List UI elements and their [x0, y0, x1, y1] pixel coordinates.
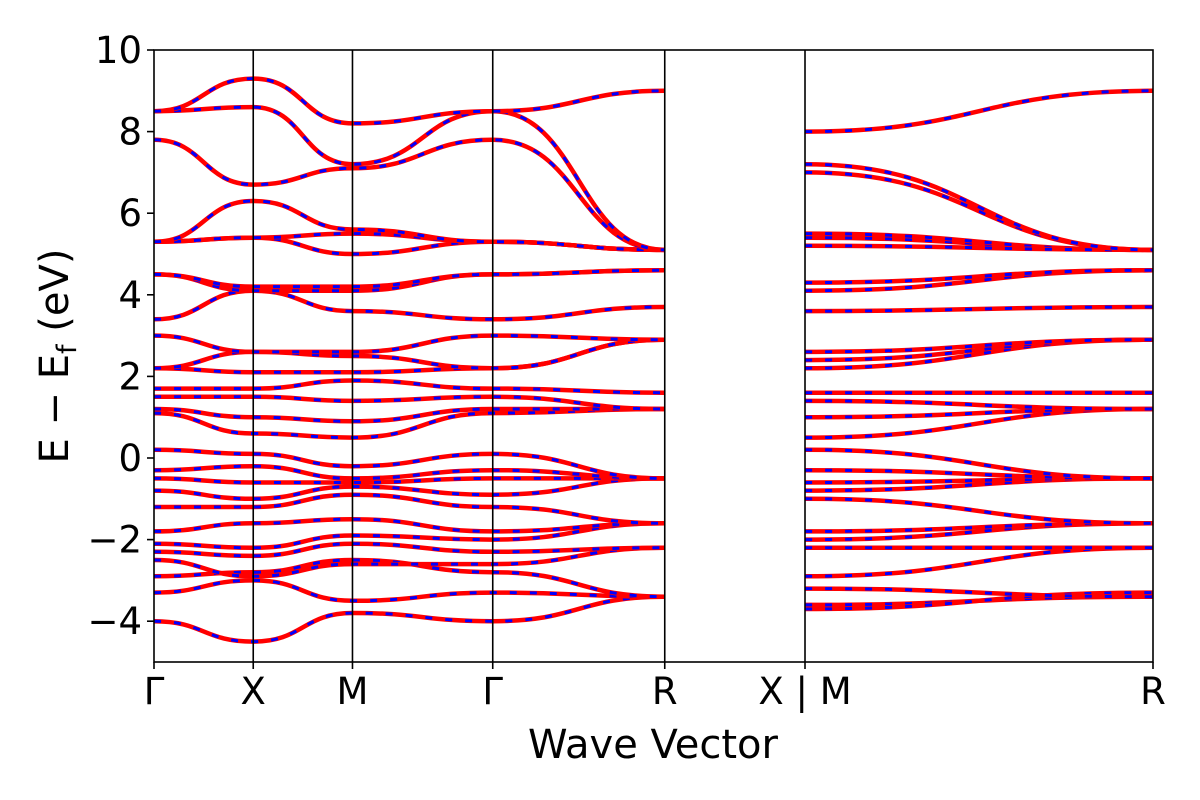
band-17-seg-1-dashed-line — [804, 338, 1153, 362]
y-tick-label-5: 6 — [118, 192, 142, 235]
band-25-seg-1-dashed-line — [804, 170, 1153, 252]
band-11-seg-1-dashed-line — [804, 448, 1153, 480]
y-tick-label-1: −2 — [87, 519, 142, 562]
y-axis-title-subscript: f — [52, 343, 83, 354]
y-axis-title-main: E − E — [32, 354, 78, 464]
band-27-seg-0-dashed-line — [154, 77, 665, 125]
y-tick-label-7: 10 — [95, 29, 142, 72]
x-axis-ticks: Γ X M Γ R X | M R — [144, 662, 1166, 713]
band-15-seg-0-dashed-line — [154, 378, 665, 395]
band-17-seg-0-line — [154, 337, 665, 371]
y-tick-label-2: 0 — [118, 437, 142, 480]
band-14-seg-0-dashed-line — [154, 395, 665, 411]
band-20-seg-1-dashed-line — [804, 268, 1153, 293]
band-18-seg-1-dashed-line — [804, 338, 1153, 354]
band-8-seg-1-dashed-line — [804, 476, 1153, 493]
band-6-seg-1-dashed-line — [804, 521, 1153, 533]
band-18-seg-0-line — [154, 333, 665, 355]
band-21-seg-0-line — [154, 268, 665, 289]
x-tick-label-1: X — [241, 670, 266, 713]
band-23-seg-1-dashed-line — [804, 232, 1153, 252]
plot-frame — [153, 49, 1154, 663]
band-3-seg-0-line — [154, 545, 665, 579]
band-8-seg-0-dashed-line — [154, 476, 665, 501]
band-23-seg-0-dashed-line — [154, 232, 665, 252]
band-0-seg-1-dashed-line — [804, 595, 1153, 607]
band-4-seg-0-dashed-line — [154, 542, 665, 558]
band-12-seg-0-dashed-line — [154, 407, 665, 440]
y-axis-title: E − Ef (eV) — [32, 249, 83, 464]
band-5-seg-1-dashed-line — [804, 521, 1153, 542]
band-16-seg-1-dashed-line — [804, 338, 1153, 370]
x-axis-title: Wave Vector — [528, 722, 779, 768]
y-axis-ticks: −4 −2 0 2 4 6 8 10 — [87, 29, 154, 643]
band-13-seg-1-dashed-line — [804, 407, 1153, 419]
kpoint-lines — [252, 50, 806, 662]
x-tick-label-3: Γ — [482, 670, 503, 713]
y-axis-title-unit: (eV) — [32, 249, 78, 345]
x-tick-label-4: R — [652, 670, 678, 713]
band-24-seg-0-dashed-line — [154, 199, 665, 252]
band-10-seg-1-dashed-line — [804, 468, 1153, 480]
band-25-seg-0-dashed-line — [154, 138, 665, 252]
band-10-seg-0-dashed-line — [154, 464, 665, 480]
band-2-seg-1-dashed-line — [804, 587, 1153, 599]
band-14-seg-1-dashed-line — [804, 399, 1153, 411]
band-27-seg-1-dashed-line — [804, 89, 1153, 134]
x-tick-label-6: R — [1140, 670, 1166, 713]
band-19-seg-0-dashed-line — [154, 289, 665, 321]
band-26-seg-0-dashed-line — [154, 105, 665, 252]
x-tick-label-0: Γ — [144, 670, 165, 713]
band-5-seg-0-dashed-line — [154, 521, 665, 550]
y-tick-label-3: 2 — [118, 355, 142, 398]
band-26-seg-1-dashed-line — [804, 162, 1153, 252]
y-tick-label-4: 4 — [118, 274, 142, 317]
band-12-seg-1-dashed-line — [804, 407, 1153, 440]
bands-layer — [154, 76, 1153, 644]
band-13-seg-0-dashed-line — [154, 407, 665, 423]
band-9-seg-0-dashed-line — [154, 476, 665, 485]
band-24-seg-1-dashed-line — [804, 244, 1153, 252]
band-7-seg-0-line — [154, 492, 665, 526]
band-21-seg-1-dashed-line — [804, 268, 1153, 285]
band-11-seg-0-line — [154, 447, 665, 481]
band-1-seg-0-dashed-line — [154, 578, 665, 603]
band-3-seg-1-dashed-line — [804, 546, 1153, 578]
y-tick-label-0: −4 — [87, 600, 142, 643]
band-0-seg-0-dashed-line — [154, 595, 665, 644]
band-7-seg-1-dashed-line — [804, 497, 1153, 525]
band-22-seg-1-dashed-line — [804, 236, 1153, 252]
x-tick-label-5: X | M — [758, 670, 851, 713]
band-1-seg-1-dashed-line — [804, 591, 1153, 611]
band-19-seg-1-dashed-line — [804, 305, 1153, 313]
band-9-seg-1-dashed-line — [804, 476, 1153, 484]
band-22-seg-0-dashed-line — [154, 236, 665, 256]
x-tick-label-2: M — [337, 670, 369, 713]
y-tick-label-6: 8 — [118, 111, 142, 154]
band-6-seg-0-dashed-line — [154, 517, 665, 533]
